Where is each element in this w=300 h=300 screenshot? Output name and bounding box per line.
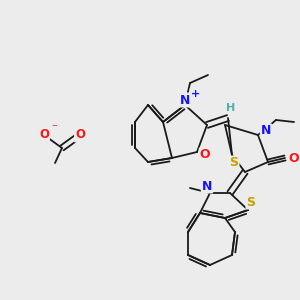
Text: S: S — [230, 157, 238, 169]
Text: O: O — [289, 152, 299, 164]
Text: S: S — [247, 196, 256, 208]
Text: N: N — [180, 94, 190, 106]
Text: ⁻: ⁻ — [51, 123, 57, 133]
Text: O: O — [75, 128, 85, 142]
Text: O: O — [200, 148, 210, 161]
Text: N: N — [202, 179, 212, 193]
Text: +: + — [190, 89, 200, 99]
Text: H: H — [226, 103, 236, 113]
Text: O: O — [39, 128, 49, 142]
Text: N: N — [261, 124, 271, 137]
